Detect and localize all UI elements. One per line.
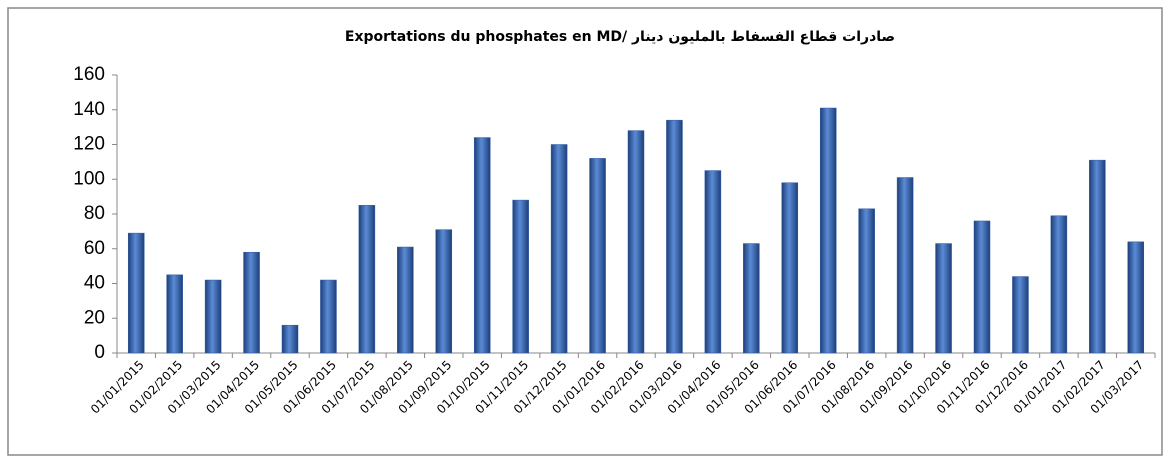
- bar: [819, 107, 837, 354]
- bar: [550, 144, 568, 354]
- bar: [166, 274, 183, 354]
- bar: [1127, 241, 1145, 354]
- bar: [743, 243, 760, 354]
- bar: [1012, 276, 1029, 354]
- bar: [858, 208, 875, 354]
- chart-title: Exportations du phosphates en MD/ صادرات…: [345, 29, 895, 45]
- bar: [204, 279, 222, 354]
- chart-frame: [7, 7, 1163, 456]
- bar: [397, 246, 414, 354]
- y-tick-label: 60: [84, 238, 105, 259]
- bar: [896, 177, 914, 354]
- bar: [1089, 159, 1106, 354]
- bar: [666, 119, 683, 354]
- bar: [935, 243, 952, 354]
- bar: [127, 232, 145, 354]
- bar: [973, 220, 991, 354]
- y-tick-label: 160: [73, 64, 105, 85]
- bar: [512, 199, 529, 354]
- bar: [281, 324, 299, 354]
- bar: [320, 279, 337, 354]
- y-tick-label: 20: [84, 307, 105, 328]
- bar: [781, 182, 799, 354]
- bar: [473, 137, 491, 354]
- bar: [589, 158, 606, 354]
- y-tick-label: 120: [73, 134, 105, 155]
- bar: [627, 130, 645, 354]
- y-tick-label: 100: [73, 168, 105, 189]
- y-tick-label: 0: [94, 342, 105, 363]
- y-tick-label: 80: [84, 203, 105, 224]
- y-tick-label: 140: [73, 99, 105, 120]
- bar: [358, 205, 376, 354]
- bar: [704, 170, 722, 354]
- bar: [243, 251, 260, 354]
- y-tick-label: 40: [84, 273, 105, 294]
- bar: [1050, 215, 1068, 354]
- bar: [435, 229, 453, 354]
